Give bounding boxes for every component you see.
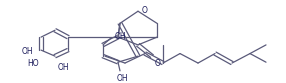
Text: OH: OH — [21, 47, 33, 56]
Text: O: O — [142, 6, 148, 15]
Text: OH: OH — [58, 63, 69, 72]
Text: OH: OH — [116, 74, 128, 83]
Text: HO: HO — [27, 59, 39, 68]
Text: OH: OH — [115, 32, 127, 41]
Text: O: O — [155, 59, 161, 68]
